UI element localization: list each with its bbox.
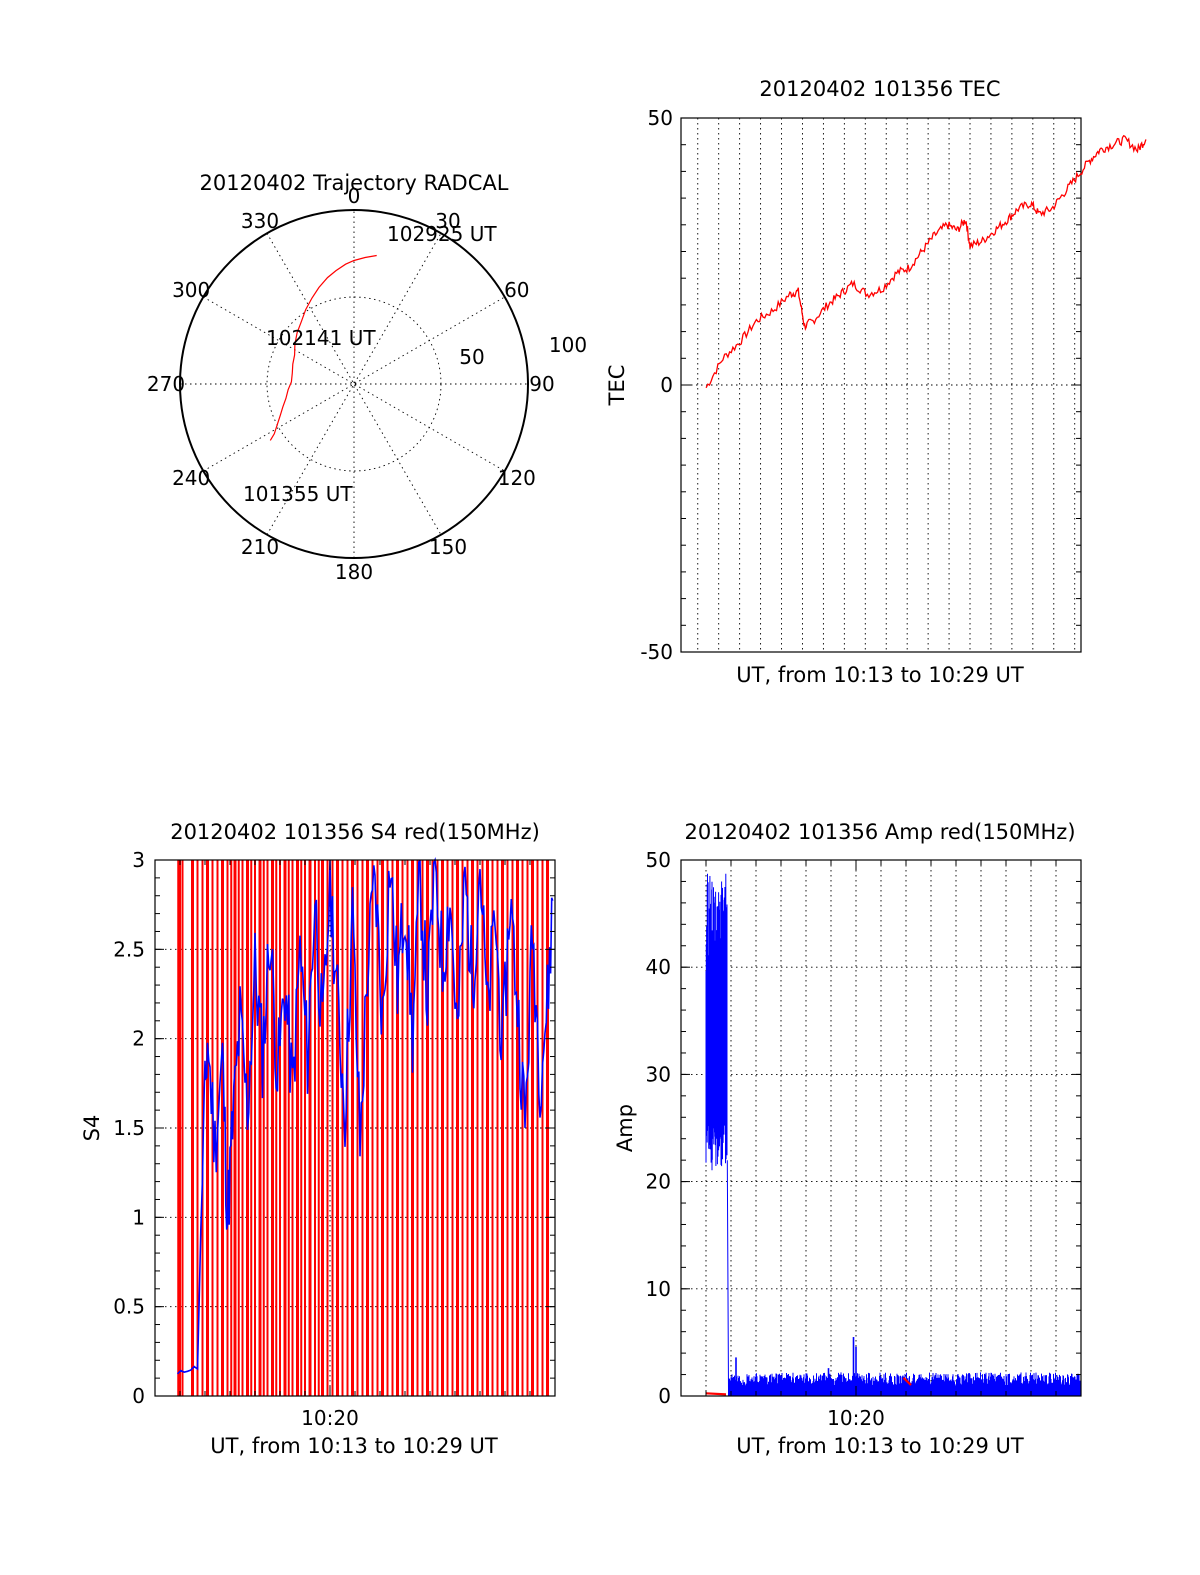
amp-ticks: 0 10 20 30 40 50 <box>646 848 1082 1408</box>
polar-angle-label-150: 150 <box>429 535 467 559</box>
s4-ytick-label-2: 2 <box>132 1027 145 1051</box>
s4-ytick-label-0: 0 <box>132 1384 145 1408</box>
s4-ytick-label-1: 1 <box>132 1205 145 1229</box>
polar-spoke-60 <box>203 296 505 472</box>
polar-ring-50 <box>266 296 442 472</box>
tec-grid <box>681 118 1081 652</box>
amp-red-segment <box>902 1376 912 1386</box>
tec-series-line <box>705 134 1147 389</box>
polar-radius-label-50: 50 <box>459 345 484 369</box>
s4-red-series <box>177 860 549 1396</box>
tec-ytick-label-50: 50 <box>648 106 673 130</box>
s4-x-axis-label: UT, from 10:13 to 10:29 UT <box>210 1434 498 1458</box>
s4-ytick-label-2.5: 2.5 <box>113 937 145 961</box>
amp-x-axis-label: UT, from 10:13 to 10:29 UT <box>736 1434 1024 1458</box>
amp-x-tick-label: 10:20 <box>827 1406 885 1430</box>
s4-ytick-label-0.5: 0.5 <box>113 1295 145 1319</box>
amp-ytick-label-0: 0 <box>658 1384 671 1408</box>
amp-title: 20120402 101356 Amp red(150MHz) <box>684 820 1075 844</box>
s4-ytick-label-1.5: 1.5 <box>113 1116 145 1140</box>
polar-angle-label-120: 120 <box>498 466 536 490</box>
trajectory-panel: 20120402 Trajectory RADCAL 0 30 60 90 120 150… <box>147 171 587 584</box>
s4-ytick-label-3: 3 <box>132 848 145 872</box>
polar-angle-label-0: 0 <box>348 184 361 208</box>
amp-blue-series <box>705 873 1082 1396</box>
polar-angle-label-210: 210 <box>241 535 279 559</box>
tec-y-axis-label: TEC <box>605 365 629 407</box>
polar-radius-label-100: 100 <box>549 333 587 357</box>
amp-red-series <box>705 1376 912 1396</box>
amp-red-segment <box>705 1392 727 1396</box>
amp-blue-burst <box>705 873 729 1391</box>
s4-y-axis-label: S4 <box>80 1115 104 1142</box>
trajectory-start-label: 101355 UT <box>243 482 353 506</box>
tec-title: 20120402 101356 TEC <box>759 77 1000 101</box>
tec-panel: 20120402 101356 TEC -50 0 50 UT, from 10:1… <box>605 77 1147 687</box>
polar-spokes <box>180 210 528 558</box>
polar-angle-labels: 0 30 60 90 120 150 180 210 240 270 300 330 <box>147 184 555 584</box>
polar-angle-label-270: 270 <box>147 372 185 396</box>
trajectory-end-label: 102925 UT <box>387 222 497 246</box>
s4-ticks: 0 0.5 1 1.5 2 2.5 3 <box>113 848 556 1408</box>
tec-ytick-label-0: 0 <box>660 373 673 397</box>
amp-grid <box>681 860 1081 1396</box>
tec-x-axis-label: UT, from 10:13 to 10:29 UT <box>736 663 1024 687</box>
s4-panel: 20120402 101356 S4 red(150MHz) 0 0.5 1 1.5 2… <box>80 820 556 1458</box>
amp-ytick-label-40: 40 <box>646 955 671 979</box>
tec-ytick-label--50: -50 <box>640 640 673 664</box>
polar-spoke-150 <box>266 233 442 535</box>
amp-ytick-label-10: 10 <box>646 1277 671 1301</box>
polar-angle-label-300: 300 <box>172 278 210 302</box>
amp-panel: 20120402 101356 Amp red(150MHz) 0 10 20 30 4… <box>613 820 1082 1458</box>
s4-x-tick-label: 10:20 <box>301 1406 359 1430</box>
polar-angle-label-330: 330 <box>241 209 279 233</box>
polar-angle-label-30: 30 <box>435 209 460 233</box>
amp-y-axis-label: Amp <box>613 1104 637 1152</box>
polar-spoke-120 <box>203 296 505 472</box>
polar-angle-label-60: 60 <box>504 278 529 302</box>
amp-ytick-label-20: 20 <box>646 1170 671 1194</box>
amp-ytick-label-30: 30 <box>646 1062 671 1086</box>
polar-spoke-30 <box>266 233 442 535</box>
trajectory-title: 20120402 Trajectory RADCAL <box>200 171 509 195</box>
s4-blue-series <box>176 856 554 1375</box>
tec-ticks: -50 0 50 <box>640 106 1081 664</box>
s4-title: 20120402 101356 S4 red(150MHz) <box>170 820 540 844</box>
amp-ytick-label-50: 50 <box>646 848 671 872</box>
polar-angle-label-240: 240 <box>172 466 210 490</box>
polar-angle-label-90: 90 <box>529 372 554 396</box>
amp-blue-baseline <box>728 1372 1082 1396</box>
trajectory-mid-label: 102141 UT <box>266 326 376 350</box>
trajectory-line <box>269 254 377 441</box>
polar-angle-label-180: 180 <box>335 560 373 584</box>
